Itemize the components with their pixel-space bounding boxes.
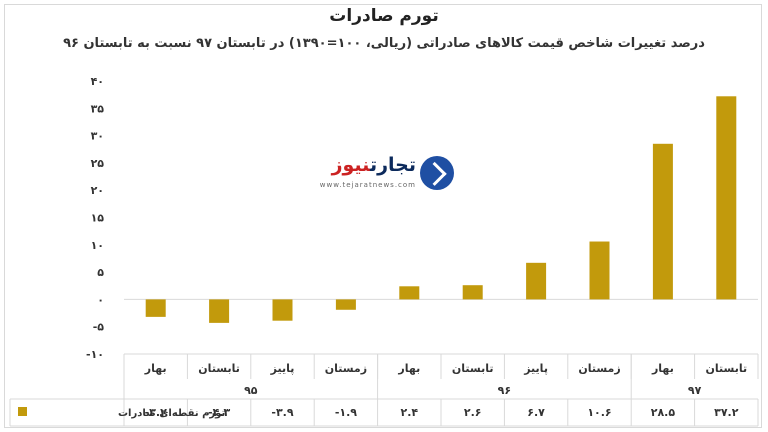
data-value-label: ۲۸.۵ <box>651 406 676 419</box>
data-value-label: ۲.۶ <box>464 406 482 419</box>
chart-title: تورم صادرات <box>329 6 439 26</box>
y-tick-label: -۵ <box>93 321 105 334</box>
bar <box>526 262 547 300</box>
data-value-label: ۱۰.۶ <box>587 406 611 419</box>
bar <box>589 241 610 300</box>
data-value-label: -۳.۲ <box>145 406 167 419</box>
category-label: پاییز <box>270 362 295 375</box>
data-value-label: -۳.۹ <box>271 406 293 419</box>
bar <box>145 299 166 317</box>
y-tick-label: ۲۰ <box>91 184 104 197</box>
y-tick-label: ۱۵ <box>91 212 105 225</box>
group-label: ۹۷ <box>688 384 702 397</box>
group-label: ۹۵ <box>244 384 258 397</box>
category-label: بهار <box>144 362 167 375</box>
logo-url: www.tejaratnews.com <box>319 181 416 189</box>
y-tick-label: ۰ <box>97 293 104 306</box>
category-label: پاییز <box>523 362 548 375</box>
y-tick-label: ۴۰ <box>91 75 104 88</box>
y-tick-label: -۱۰ <box>86 348 104 361</box>
data-value-label: -۴.۳ <box>208 406 230 419</box>
logo-wordmark: تجارتنیوز <box>332 154 416 176</box>
y-tick-label: ۱۰ <box>91 239 104 252</box>
y-tick-label: ۳۵ <box>91 102 105 115</box>
bar <box>209 299 230 323</box>
tejaratnews-logo: تجارتنیوز www.tejaratnews.com <box>312 150 462 198</box>
legend-swatch <box>18 407 27 416</box>
data-value-label: ۳۷.۲ <box>714 406 739 419</box>
bar <box>335 299 356 310</box>
category-label: بهار <box>397 362 420 375</box>
y-tick-label: ۲۵ <box>91 157 105 170</box>
bar <box>462 285 483 300</box>
bar <box>652 143 673 300</box>
category-label: تابستان <box>452 362 494 375</box>
category-label: تابستان <box>198 362 240 375</box>
bar <box>272 299 293 321</box>
y-tick-label: ۵ <box>97 266 104 279</box>
chart-frame <box>4 4 762 428</box>
group-label: ۹۶ <box>498 384 511 397</box>
logo-brand-part2: نیوز <box>331 154 370 176</box>
category-label: زمستان <box>325 362 367 375</box>
y-tick-label: ۳۰ <box>91 130 104 143</box>
category-label: زمستان <box>578 362 620 375</box>
data-value-label: -۱.۹ <box>335 406 357 419</box>
bar <box>399 286 420 300</box>
logo-arrow-icon <box>420 156 454 190</box>
data-value-label: ۲.۴ <box>400 406 418 419</box>
data-value-label: ۶.۷ <box>527 406 545 419</box>
category-label: بهار <box>651 362 674 375</box>
logo-brand-part1: تجارت <box>369 154 416 176</box>
legend-label: تورم نقطه‌ای صادرات <box>118 408 225 419</box>
bar <box>716 96 737 300</box>
chart-subtitle: درصد تغییرات شاخص قیمت کالاهای صادراتی (… <box>63 36 705 51</box>
category-label: تابستان <box>706 362 748 375</box>
